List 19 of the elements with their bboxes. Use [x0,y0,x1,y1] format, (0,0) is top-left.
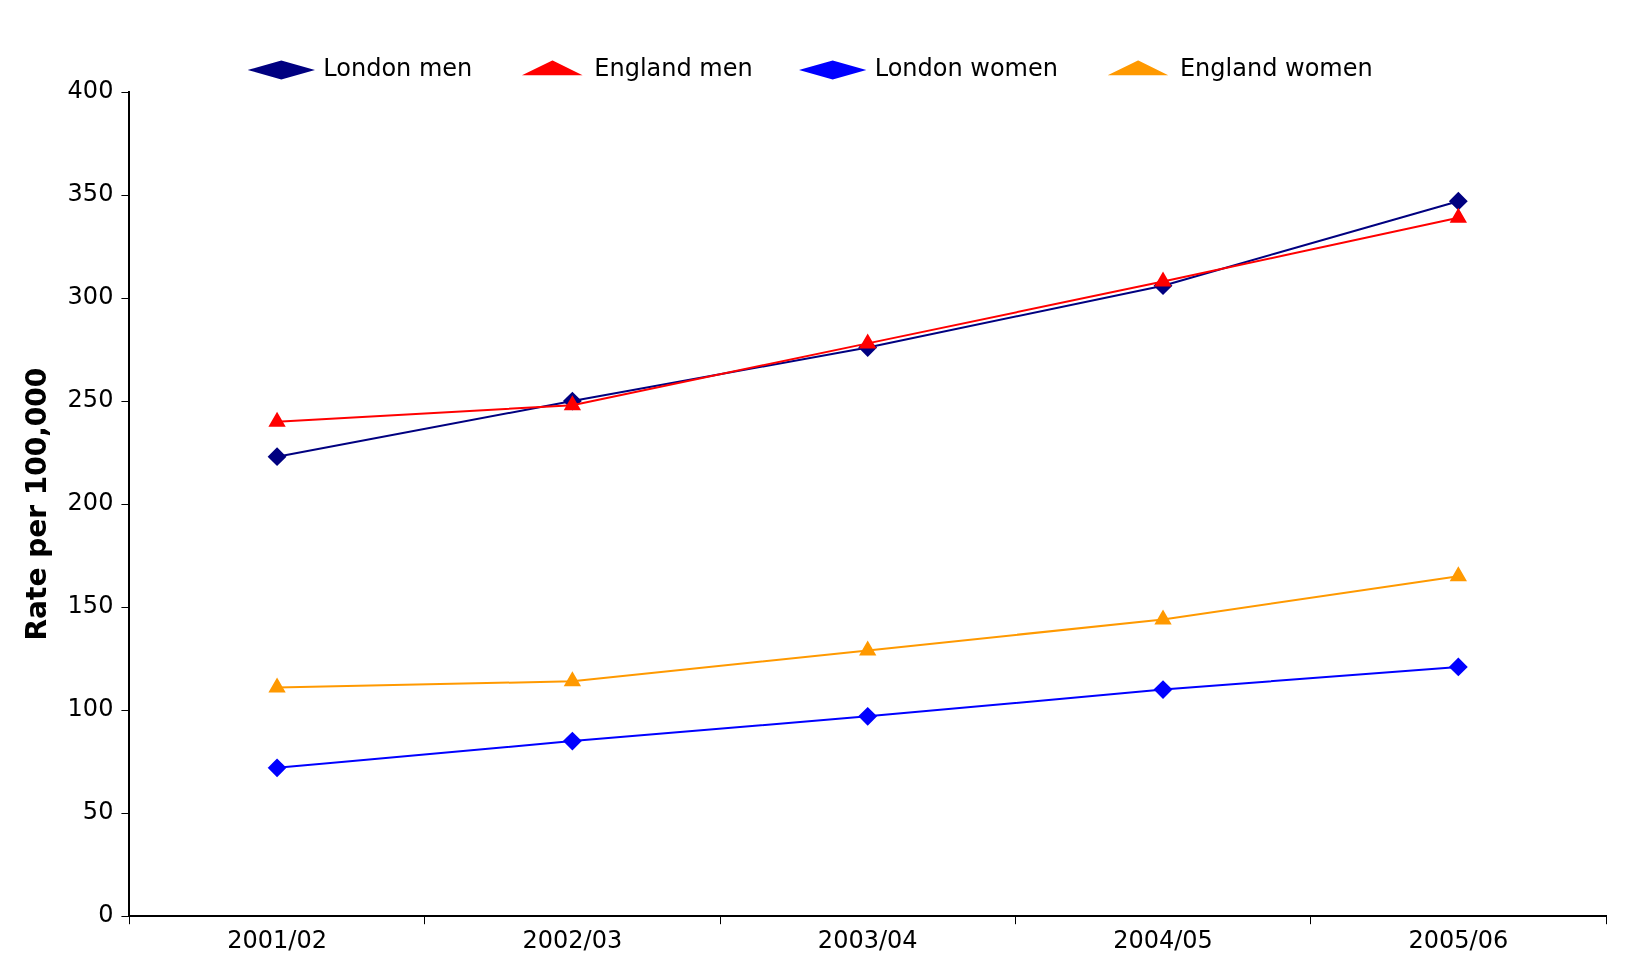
x-tick-label: 2004/05 [1113,925,1213,954]
legend-label: London women [874,54,1058,83]
x-tick-label: 2005/06 [1408,925,1509,954]
y-tick-label: 400 [67,76,114,105]
y-axis-title: Rate per 100,000 [20,367,54,641]
x-tick-label: 2003/04 [817,925,918,954]
y-tick-label: 250 [67,385,114,414]
y-tick-label: 200 [67,488,114,517]
y-tick-label: 300 [67,282,114,311]
x-tick-label: 2001/02 [227,925,327,954]
y-tick-label: 100 [67,694,114,723]
x-tick-label: 2002/03 [522,925,623,954]
y-tick-label: 350 [67,179,114,208]
legend-label: England women [1179,54,1373,83]
y-tick-label: 150 [67,591,114,620]
legend-label: London men [323,54,473,83]
legend-label: England men [594,54,753,83]
y-tick-label: 0 [98,900,114,929]
y-tick-label: 50 [82,797,114,826]
